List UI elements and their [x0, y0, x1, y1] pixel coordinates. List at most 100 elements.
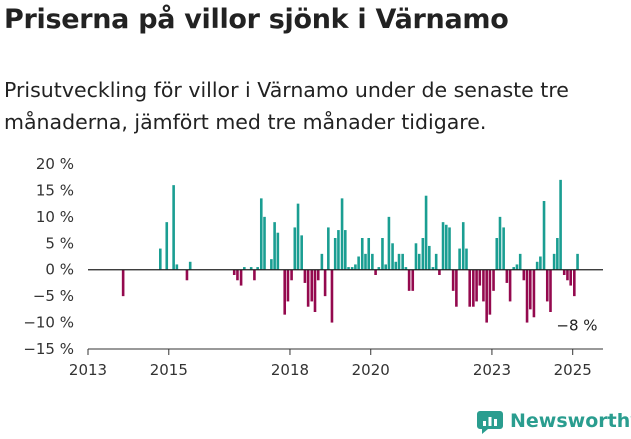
bar	[367, 238, 371, 270]
y-tick-label: 5 %	[45, 234, 74, 252]
bar	[121, 269, 125, 297]
bar	[535, 261, 539, 270]
bar	[532, 269, 536, 318]
bar	[505, 269, 509, 283]
bar	[512, 267, 516, 270]
bar	[313, 269, 317, 312]
bar	[488, 269, 492, 315]
x-tick-label: 2020	[352, 361, 390, 379]
brand-name: Newsworthy	[510, 410, 631, 432]
bar	[545, 269, 549, 302]
bar	[421, 238, 425, 270]
bar	[444, 224, 448, 270]
bar	[566, 269, 569, 281]
bar	[364, 253, 367, 270]
bar	[508, 269, 512, 302]
bar	[407, 269, 411, 291]
bar	[458, 248, 461, 270]
x-tick-label: 2013	[69, 361, 107, 379]
bar	[381, 238, 384, 270]
bar	[249, 267, 253, 270]
bar	[472, 269, 475, 307]
bar	[461, 222, 465, 270]
last-value-annotation: −8 %	[556, 317, 597, 335]
bar	[239, 269, 243, 286]
y-tick-label: −15 %	[23, 340, 74, 358]
bar	[455, 269, 458, 307]
bar	[485, 269, 488, 323]
bar	[263, 216, 266, 270]
bar	[283, 269, 287, 315]
chart-subtitle: Prisutveckling för villor i Värnamo unde…	[4, 78, 569, 134]
bar	[549, 269, 552, 312]
bar	[354, 264, 357, 270]
y-tick-label: 10 %	[36, 208, 74, 226]
bar	[528, 269, 532, 310]
bar	[259, 198, 263, 270]
bar	[333, 238, 337, 270]
bar	[552, 253, 556, 270]
bar	[448, 227, 451, 270]
bar	[357, 256, 360, 270]
bar	[327, 227, 330, 270]
bar	[384, 264, 387, 270]
bar	[559, 179, 562, 270]
y-tick-label: 15 %	[36, 181, 74, 199]
bar	[256, 267, 259, 270]
bar	[417, 253, 421, 270]
bar	[253, 269, 256, 281]
bar	[475, 269, 478, 302]
newsworthy-logo: Newsworthy	[476, 408, 631, 434]
bar	[276, 232, 280, 270]
bar	[306, 269, 310, 307]
bar	[303, 269, 307, 283]
x-tick-label: 2018	[271, 361, 309, 379]
bar	[391, 243, 394, 270]
bar	[337, 230, 340, 270]
x-tick-label: 2023	[473, 361, 511, 379]
y-tick-label: −10 %	[23, 314, 74, 332]
bar	[273, 222, 276, 270]
bar	[290, 269, 293, 281]
bar	[232, 269, 236, 275]
bar	[347, 267, 350, 270]
bar	[296, 203, 300, 270]
bar	[569, 269, 572, 286]
bar	[286, 269, 290, 302]
bar	[498, 216, 502, 270]
bar	[424, 195, 428, 270]
bar	[522, 269, 526, 281]
bar	[397, 253, 401, 270]
bar	[293, 227, 297, 270]
bar	[175, 264, 179, 270]
y-tick-label: 20 %	[36, 155, 74, 173]
bar	[492, 269, 495, 291]
bar	[431, 267, 435, 270]
bar	[414, 243, 418, 270]
bar	[482, 269, 485, 302]
bar	[394, 261, 398, 270]
bar	[270, 259, 273, 270]
bar	[360, 238, 364, 270]
bar	[401, 253, 404, 270]
y-tick-label: 0 %	[45, 261, 74, 279]
bar	[495, 238, 499, 270]
bar	[573, 269, 576, 297]
bar	[344, 230, 347, 270]
bar	[556, 238, 559, 270]
bar	[525, 269, 529, 323]
x-tick-label: 2015	[150, 361, 188, 379]
bar	[165, 222, 169, 270]
bar	[185, 269, 189, 281]
bar	[236, 269, 239, 281]
x-tick-label: 2025	[554, 361, 592, 379]
bar	[316, 269, 320, 281]
bar	[172, 185, 175, 270]
bar	[441, 222, 445, 270]
bar	[350, 267, 354, 270]
bar	[478, 269, 482, 286]
bar	[371, 253, 374, 270]
bar	[576, 253, 579, 270]
bar	[468, 269, 472, 307]
bar	[330, 269, 334, 323]
